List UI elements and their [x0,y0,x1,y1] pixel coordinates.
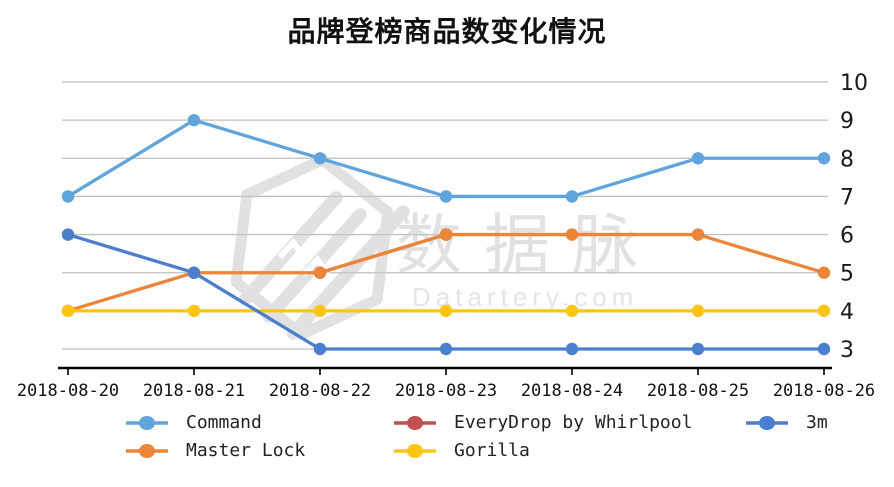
x-tick-label-2018-08-22: 2018-08-22 [269,381,371,401]
point-Command-2018-08-24 [565,190,579,203]
y-tick-label-10: 10 [840,71,868,96]
legend-marker-3m [746,415,788,430]
y-tick-label-9: 9 [840,109,854,134]
watermark-logo-icon [230,154,410,340]
legend-marker-command [126,415,168,430]
point-Master Lock-2018-08-25 [691,228,705,241]
point-Command-2018-08-22 [313,152,327,165]
point-Gorilla-2018-08-21 [187,304,201,318]
y-tick-label-7: 7 [840,185,854,210]
point-Master Lock-2018-08-24 [565,228,579,241]
y-tick-label-3: 3 [840,338,854,363]
point-3m-2018-08-25 [691,342,705,356]
legend-marker-gorilla [394,443,436,458]
point-Master Lock-2018-08-22 [313,266,327,279]
legend-label-master-lock: Master Lock [186,440,306,461]
legend-label-everydrop: EveryDrop by Whirlpool [454,412,693,433]
chart-title: 品牌登榜商品数变化情况 [287,15,607,48]
point-Master Lock-2018-08-26 [817,266,831,279]
point-Gorilla-2018-08-26 [817,304,831,318]
point-3m-2018-08-24 [565,342,579,356]
point-Command-2018-08-26 [817,152,831,165]
point-3m-2018-08-21 [187,266,201,279]
y-tick-label-6: 6 [840,224,854,249]
point-Gorilla-2018-08-24 [565,304,579,318]
y-tick-label-4: 4 [840,300,854,325]
legend-label-3m: 3m [806,412,828,433]
watermark-cn-text: 数据脉 [396,207,660,284]
legend-marker-master-lock [126,443,168,458]
legend-label-command: Command [186,412,262,433]
point-Gorilla-2018-08-20 [61,304,75,318]
legend-item-everydrop[interactable]: EveryDrop by Whirlpool [394,412,746,433]
point-Gorilla-2018-08-23 [439,304,453,318]
y-tick-label-5: 5 [840,262,854,287]
point-Command-2018-08-25 [691,152,705,165]
point-Master Lock-2018-08-23 [439,228,453,241]
x-axis: 2018-08-20 2018-08-21 2018-08-22 2018-08-23… [17,366,875,401]
watermark: 数据脉 Datartery.com [230,154,660,340]
x-tick-label-2018-08-20: 2018-08-20 [17,381,119,401]
legend-item-command[interactable]: Command [126,412,394,433]
point-Command-2018-08-20 [61,190,75,203]
point-Gorilla-2018-08-25 [691,304,705,318]
legend-item-gorilla[interactable]: Gorilla [394,440,746,461]
x-tick-label-2018-08-26: 2018-08-26 [773,381,875,401]
legend-item-3m[interactable]: 3m [746,412,828,433]
x-tick-label-2018-08-25: 2018-08-25 [647,381,749,401]
legend-label-gorilla: Gorilla [454,440,530,461]
legend-item-master-lock[interactable]: Master Lock [126,440,394,461]
point-3m-2018-08-23 [439,342,453,356]
x-tick-label-2018-08-23: 2018-08-23 [395,381,497,401]
series-layer [61,113,831,356]
point-Command-2018-08-23 [439,190,453,203]
y-tick-label-8: 8 [840,147,854,172]
point-3m-2018-08-20 [61,228,75,241]
point-3m-2018-08-26 [817,342,831,356]
x-tick-label-2018-08-24: 2018-08-24 [521,381,623,401]
legend-marker-everydrop [394,415,436,430]
point-3m-2018-08-22 [313,342,327,356]
x-tick-label-2018-08-21: 2018-08-21 [143,381,245,401]
point-Gorilla-2018-08-22 [313,304,327,318]
legend: Command EveryDrop by Whirlpool 3m Master… [126,412,828,461]
point-Command-2018-08-21 [187,113,201,127]
